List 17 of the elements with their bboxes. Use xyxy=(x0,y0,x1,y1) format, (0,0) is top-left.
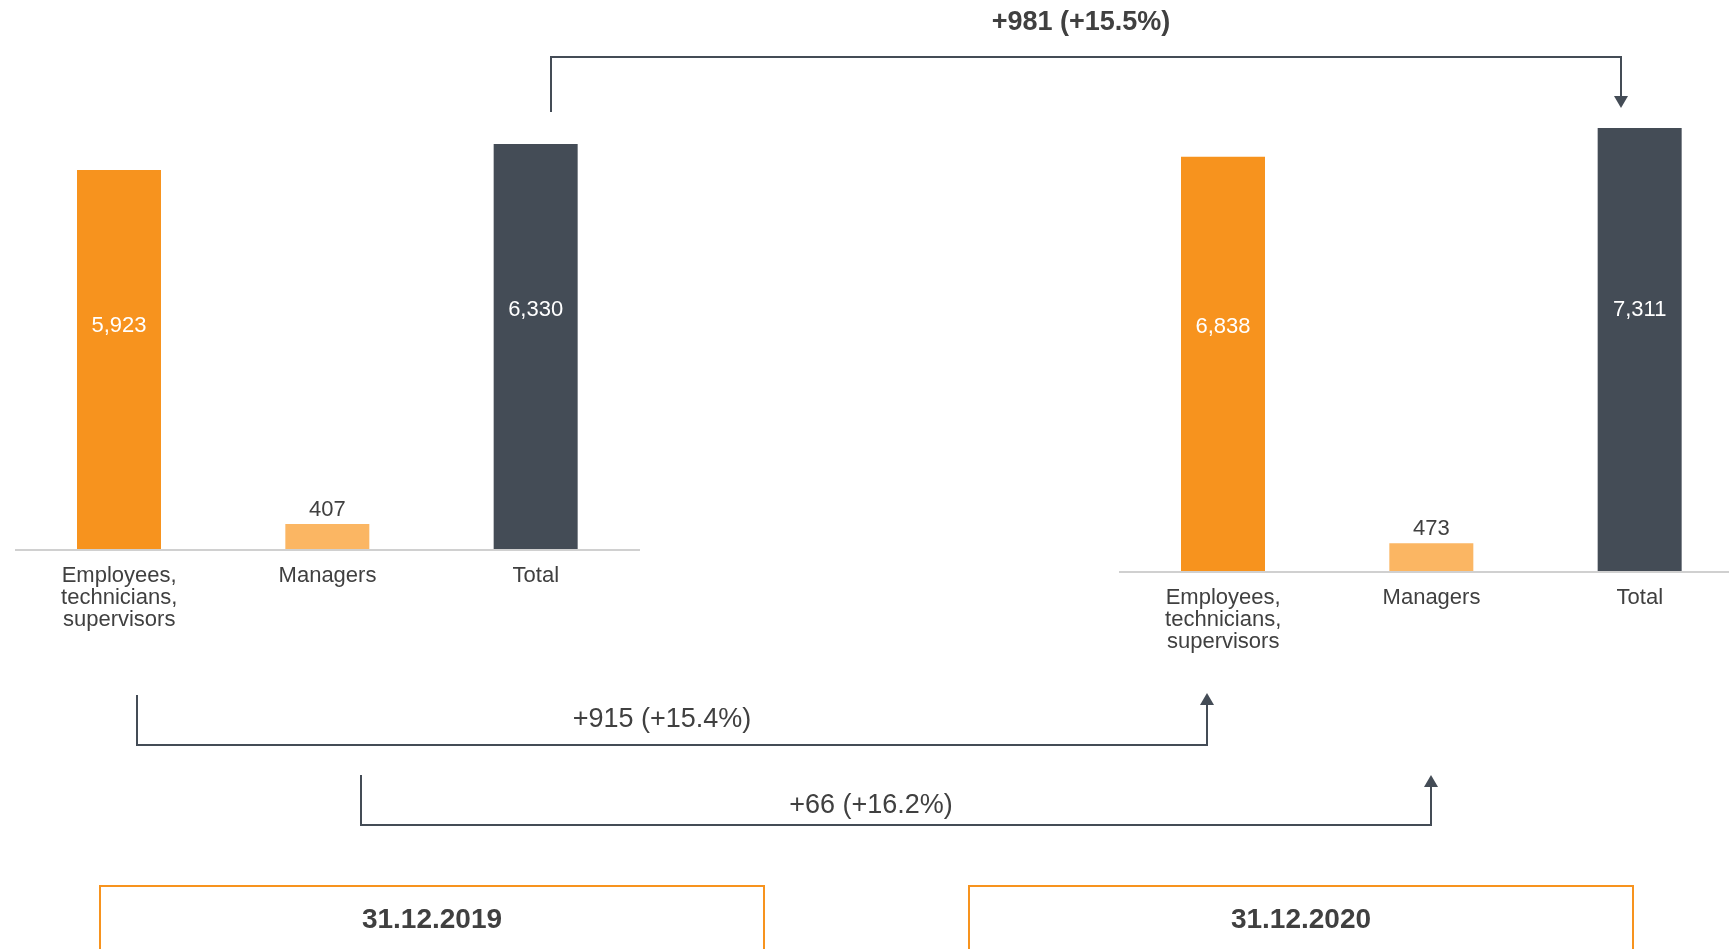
data-label: 5,923 xyxy=(91,311,147,337)
x-tick-label: Total xyxy=(512,561,560,587)
data-label: 407 xyxy=(308,495,346,521)
text: +981 (+15.5%) xyxy=(991,6,1171,36)
x-tick-label: Managers xyxy=(278,561,377,587)
text: 31.12.2019 xyxy=(99,885,765,949)
x-tick-label: Total xyxy=(1616,583,1664,609)
data-label: 6,838 xyxy=(1195,312,1251,338)
text: +915 (+15.4%) xyxy=(572,703,752,733)
text: 31.12.2020 xyxy=(968,885,1634,949)
data-label: 7,311 xyxy=(1612,295,1667,321)
x-tick-label: Employees, technicians, supervisors xyxy=(1165,583,1282,653)
x-tick-label: Managers xyxy=(1382,583,1481,609)
text: +66 (+16.2%) xyxy=(789,789,953,819)
data-label: 6,330 xyxy=(508,296,564,322)
data-label: 473 xyxy=(1412,515,1450,541)
x-tick-label: Employees, technicians, supervisors xyxy=(61,561,178,631)
